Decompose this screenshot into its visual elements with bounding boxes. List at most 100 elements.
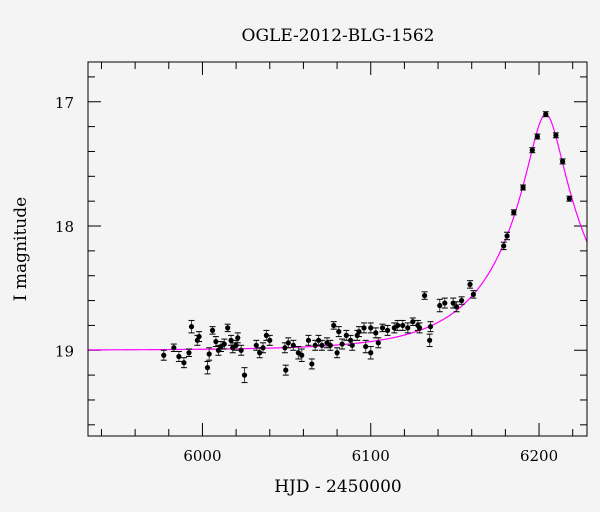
point-marker [437, 302, 443, 309]
point-marker [257, 350, 263, 356]
data-point [394, 319, 401, 331]
data-point [315, 334, 322, 346]
point-marker [421, 292, 428, 299]
point-marker [171, 345, 177, 351]
point-marker [238, 347, 244, 353]
data-point [285, 337, 292, 349]
point-marker [260, 345, 266, 351]
x-tick-label: 6100 [352, 447, 390, 465]
data-point [375, 337, 382, 349]
point-marker [233, 342, 239, 348]
point-marker [405, 325, 411, 331]
point-marker [181, 360, 187, 366]
point-marker [349, 342, 355, 348]
data-point [298, 348, 305, 362]
data-point [426, 333, 433, 348]
axis-ticks [88, 62, 587, 436]
data-point [221, 338, 228, 350]
point-marker [566, 196, 572, 202]
point-marker [161, 352, 167, 358]
point-marker [225, 325, 231, 331]
point-marker [361, 325, 367, 331]
point-marker [373, 330, 379, 336]
point-marker [363, 343, 369, 350]
point-marker [309, 361, 315, 367]
point-marker [241, 372, 248, 378]
data-point [175, 351, 182, 362]
data-point [566, 195, 573, 202]
point-marker [319, 342, 325, 348]
point-marker [334, 350, 340, 356]
data-point [458, 296, 465, 305]
data-point [209, 326, 216, 335]
point-marker [305, 337, 312, 343]
data-point [196, 331, 203, 343]
data-point [355, 326, 362, 338]
data-point [180, 357, 187, 369]
tick-labels: 6000 6100 6200 17 18 19 [55, 94, 558, 465]
point-marker [400, 322, 406, 329]
y-axis-label: I magnitude [11, 197, 31, 301]
data-point [188, 319, 195, 334]
data-point [170, 343, 177, 353]
data-point [559, 158, 566, 165]
y-tick-label: 19 [55, 342, 74, 360]
point-marker [504, 233, 510, 239]
point-marker [331, 322, 337, 329]
point-marker [339, 341, 345, 347]
point-marker [416, 325, 423, 331]
data-point [384, 324, 391, 336]
data-point [238, 344, 245, 356]
data-point [409, 317, 416, 326]
point-marker [299, 352, 305, 358]
point-marker [384, 327, 391, 333]
point-marker [467, 281, 473, 288]
data-point [441, 297, 448, 309]
point-marker [209, 327, 216, 333]
point-marker [228, 337, 234, 343]
data-point [436, 298, 443, 313]
point-marker [213, 338, 219, 345]
data-point [253, 339, 260, 351]
point-marker [427, 337, 433, 343]
data-point [510, 209, 517, 216]
point-marker [327, 342, 333, 348]
point-marker [204, 365, 211, 371]
point-marker [186, 350, 192, 356]
data-point [224, 323, 231, 333]
point-marker [534, 133, 540, 140]
data-point [339, 338, 346, 350]
data-point [241, 367, 248, 384]
point-marker [356, 329, 362, 335]
data-point [520, 184, 527, 191]
data-point [349, 339, 356, 351]
data-point [362, 339, 369, 354]
point-marker [520, 184, 526, 191]
point-marker [470, 291, 476, 297]
point-marker [543, 111, 549, 117]
data-point [308, 358, 315, 370]
data-point [361, 322, 368, 334]
data-point [204, 360, 211, 375]
data-point [263, 329, 270, 341]
data-point [206, 347, 213, 361]
plot-frame [87, 61, 588, 437]
data-point [404, 322, 411, 334]
x-tick-label: 6200 [520, 447, 558, 465]
data-point [343, 329, 350, 341]
point-marker [263, 332, 269, 338]
data-point [379, 323, 386, 333]
data-point [372, 327, 379, 339]
point-marker [336, 329, 342, 335]
point-marker [501, 243, 507, 249]
plot-area [87, 111, 588, 384]
data-point [470, 290, 477, 299]
point-marker [442, 300, 448, 306]
data-point [367, 346, 374, 360]
data-point [160, 349, 167, 361]
chart-title: OGLE-2012-BLG-1562 [242, 26, 435, 46]
x-tick-label: 6000 [183, 447, 221, 465]
point-marker [206, 351, 212, 357]
data-point [504, 231, 511, 241]
